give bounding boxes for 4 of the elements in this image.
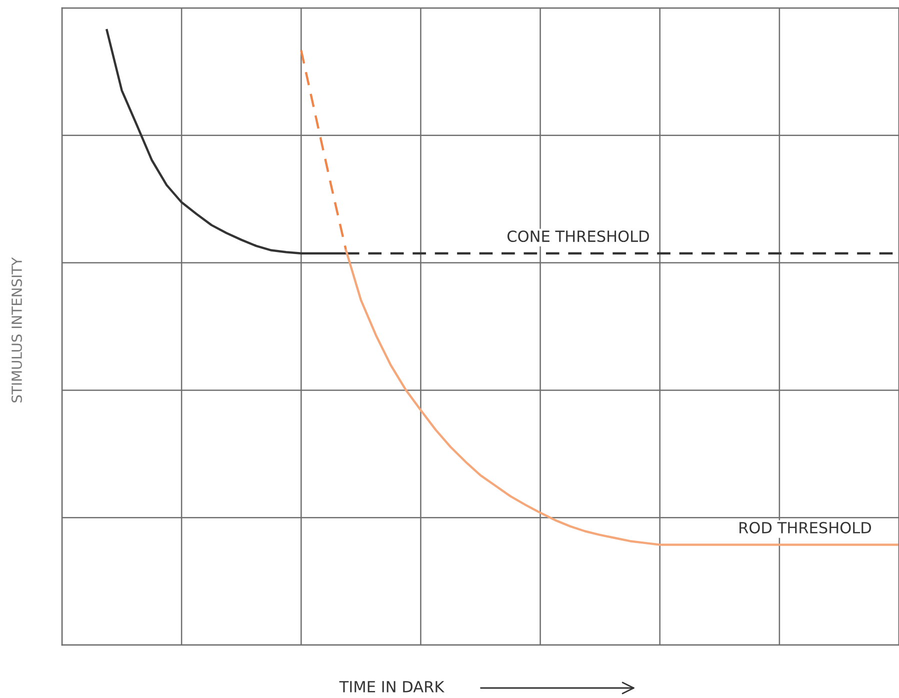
y-axis-title: STIMULUS INTENSITY — [12, 257, 22, 402]
x-axis-title: TIME IN DARK — [339, 681, 445, 692]
series-label: CONE THRESHOLD — [508, 230, 649, 242]
series-label: ROD THRESHOLD — [740, 522, 871, 534]
